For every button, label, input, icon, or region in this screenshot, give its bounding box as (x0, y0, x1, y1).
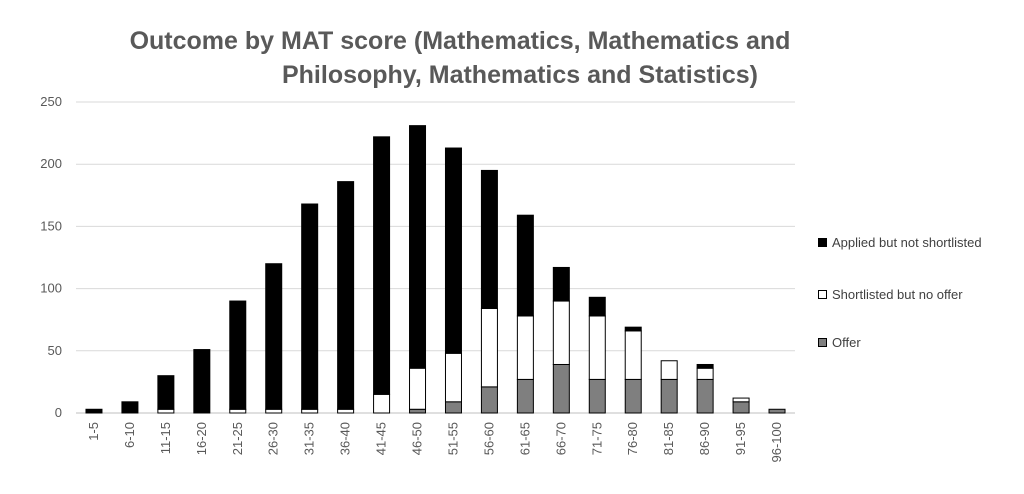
bar-segment-offer (768, 408, 786, 414)
bar-segment-shortlisted (265, 408, 283, 414)
bar-segment-applied (552, 266, 570, 302)
legend-swatch-shortlisted (818, 290, 827, 299)
bar-segment-shortlisted (337, 408, 355, 414)
bar-segment-applied (265, 263, 283, 410)
x-tick-label: 81-85 (661, 422, 676, 455)
bar-segment-shortlisted (229, 408, 247, 414)
x-tick-label: 6-10 (122, 422, 137, 448)
x-tick-label: 36-40 (338, 422, 353, 455)
bar-segment-applied (121, 401, 139, 414)
x-tick-label: 96-100 (769, 422, 784, 462)
bar-segment-offer (516, 378, 534, 414)
bar-segment-shortlisted (516, 315, 534, 380)
legend-swatch-offer (818, 338, 827, 347)
x-tick-label: 31-35 (302, 422, 317, 455)
bar-segment-applied (193, 349, 211, 414)
chart-title-line-2: Philosophy, Mathematics and Statistics) (281, 61, 759, 89)
bar-segment-applied (409, 125, 427, 369)
x-tick-label: 21-25 (230, 422, 245, 455)
bar-segment-applied (229, 300, 247, 410)
bar-segment-applied (157, 375, 175, 410)
x-tick-label: 11-15 (158, 422, 173, 454)
bar-segment-offer (444, 401, 462, 414)
bar-segment-shortlisted (624, 330, 642, 380)
bar-segment-shortlisted (732, 397, 750, 403)
y-tick-label: 0 (55, 405, 62, 420)
bar-segment-shortlisted (588, 315, 606, 380)
bar-segment-shortlisted (696, 367, 714, 380)
bar-segment-shortlisted (157, 408, 175, 414)
x-tick-label: 86-90 (697, 422, 712, 455)
x-tick-label: 26-30 (266, 422, 281, 455)
bar-segment-offer (696, 378, 714, 414)
bar-segment-applied (588, 296, 606, 317)
x-tick-label: 61-65 (517, 422, 532, 455)
legend-label-offer: Offer (832, 335, 861, 350)
bar-segment-shortlisted (409, 367, 427, 410)
legend-item-offer: Offer (818, 334, 1018, 352)
chart-title-line-1: Outcome by MAT score (Mathematics, Mathe… (129, 27, 791, 55)
x-tick-label: 76-80 (625, 422, 640, 455)
bar-segment-shortlisted (552, 300, 570, 365)
y-tick-label: 250 (40, 94, 62, 109)
bar-segment-shortlisted (301, 408, 319, 414)
x-tick-label: 1-5 (86, 422, 101, 441)
bar-segment-applied (337, 181, 355, 410)
chart-legend: Applied but not shortlisted Shortlisted … (818, 234, 1018, 352)
bar-segment-applied (85, 408, 103, 414)
bar-segment-applied (516, 214, 534, 317)
legend-label-shortlisted: Shortlisted but no offer (832, 287, 963, 302)
bar-segment-applied (444, 147, 462, 354)
bar-segment-offer (624, 378, 642, 414)
x-tick-label: 71-75 (589, 422, 604, 455)
bar-segment-applied (301, 203, 319, 410)
legend-label-applied: Applied but not shortlisted (832, 235, 982, 250)
bar-segment-offer (660, 378, 678, 414)
legend-swatch-applied (818, 238, 827, 247)
y-tick-label: 200 (40, 156, 62, 171)
x-tick-label: 66-70 (553, 422, 568, 455)
legend-item-applied: Applied but not shortlisted (818, 234, 1018, 274)
bar-segment-shortlisted (444, 352, 462, 403)
bar-segment-offer (409, 408, 427, 414)
x-tick-label: 91-95 (733, 422, 748, 455)
bar-segment-offer (588, 378, 606, 414)
y-tick-label: 150 (40, 218, 62, 233)
x-tick-label: 16-20 (194, 422, 209, 455)
bar-segment-applied (480, 169, 498, 310)
bar-segment-shortlisted (480, 308, 498, 388)
bar-segment-applied (624, 326, 642, 332)
y-tick-label: 100 (40, 281, 62, 296)
y-tick-label: 50 (48, 343, 62, 358)
bar-segment-offer (732, 401, 750, 414)
x-tick-label: 46-50 (410, 422, 425, 455)
bar-segment-offer (480, 386, 498, 414)
bar-segment-applied (696, 363, 714, 369)
bar-segment-shortlisted (660, 360, 678, 380)
x-tick-label: 56-60 (481, 422, 496, 455)
bar-segment-shortlisted (373, 393, 391, 414)
bar-segment-offer (552, 363, 570, 414)
bar-segment-applied (373, 136, 391, 395)
legend-item-shortlisted: Shortlisted but no offer (818, 286, 1018, 326)
x-tick-label: 41-45 (374, 422, 389, 455)
x-tick-label: 51-55 (445, 422, 460, 455)
